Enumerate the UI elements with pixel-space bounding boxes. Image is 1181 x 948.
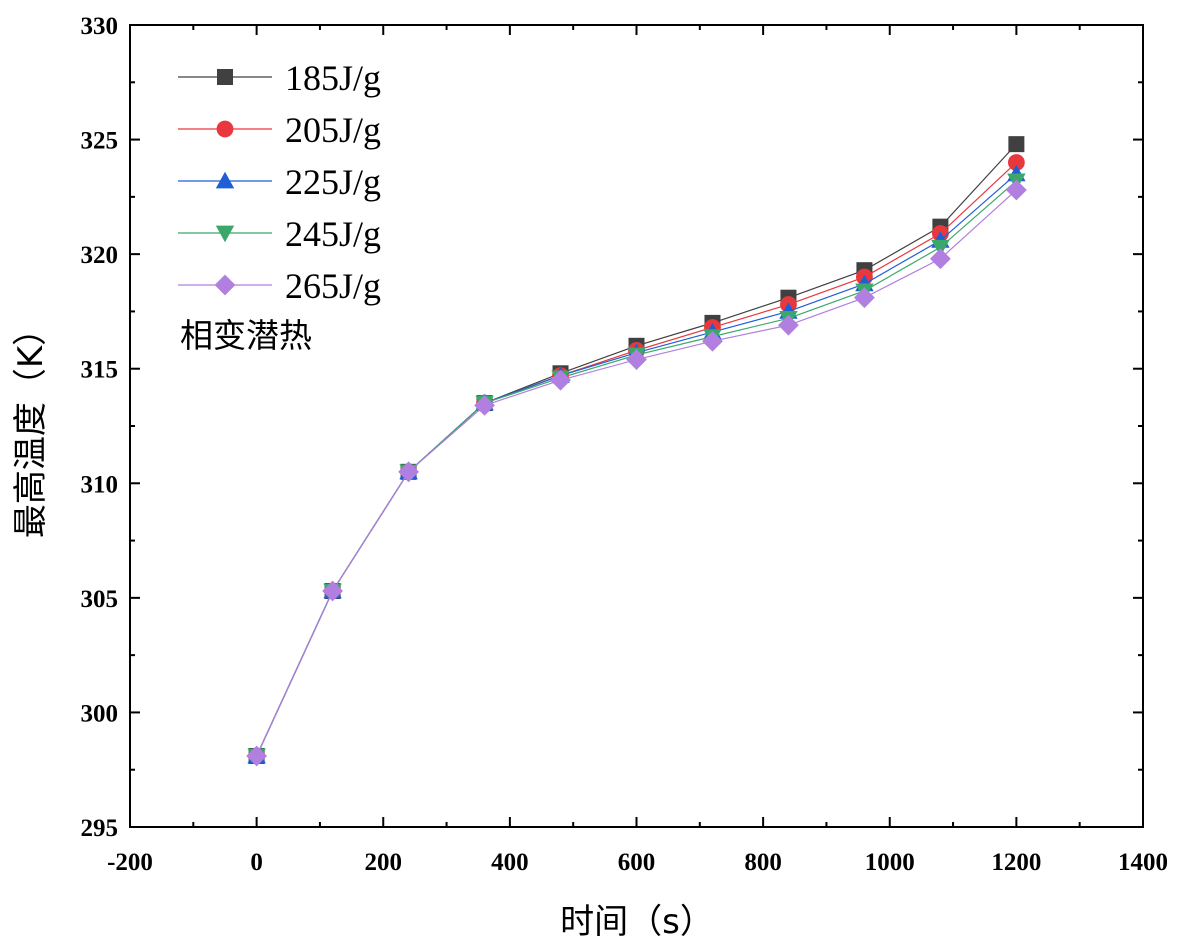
y-tick-label: 300 [81, 700, 119, 727]
data-point [931, 239, 950, 257]
data-point [474, 394, 495, 416]
x-tick-label: 800 [744, 849, 782, 876]
y-tick-label: 320 [81, 242, 119, 269]
y-tick-label: 315 [81, 357, 119, 384]
data-point [1007, 154, 1025, 171]
y-tick-label: 295 [81, 815, 119, 842]
legend-entry: 265J/g [178, 266, 381, 306]
y-tick-label: 305 [81, 586, 119, 613]
legend-entry: 205J/g [178, 110, 381, 150]
data-point [930, 248, 951, 270]
data-point [702, 330, 723, 352]
legend-label: 265J/g [285, 266, 381, 306]
legend-marker [215, 171, 235, 189]
data-point [550, 369, 571, 391]
data-point [854, 287, 875, 309]
series-line [256, 173, 1017, 757]
legend-marker [215, 225, 235, 243]
legend: 185J/g 205J/g 225J/g 245J/g 265J/g 相变潜热 [178, 58, 381, 355]
data-point [398, 461, 419, 483]
legend-label: 225J/g [285, 162, 381, 202]
x-tick-label: 1200 [991, 849, 1041, 876]
legend-entry: 185J/g [178, 58, 381, 98]
y-tick-label: 310 [81, 471, 119, 498]
data-point [1008, 136, 1025, 153]
plot-frame [129, 24, 1144, 828]
x-tick-label: 1000 [865, 849, 915, 876]
legend-label: 185J/g [285, 58, 381, 98]
series-245J/g [247, 173, 1026, 766]
data-point [1005, 179, 1027, 201]
legend-label: 245J/g [285, 214, 381, 254]
y-tick-label: 330 [81, 13, 119, 40]
legend-entry: 245J/g [178, 214, 381, 254]
data-point [626, 349, 647, 370]
legend-marker [216, 120, 234, 138]
legend-title: 相变潜热 [180, 316, 312, 355]
x-tick-label: 1400 [1118, 849, 1168, 876]
series-225J/g [247, 164, 1026, 764]
x-axis-title: 时间（s） [560, 902, 714, 942]
legend-label: 205J/g [285, 110, 381, 150]
data-point [778, 314, 799, 336]
data-point [322, 580, 343, 602]
x-tick-label: -200 [107, 849, 153, 876]
legend-marker [214, 274, 236, 296]
x-tick-label: 0 [250, 849, 263, 876]
y-axis-title: 最高温度（K） [11, 312, 51, 538]
y-tick-label: 325 [81, 128, 119, 155]
x-tick-label: 600 [618, 849, 656, 876]
legend-entry: 225J/g [178, 162, 381, 202]
x-tick-label: 200 [365, 849, 403, 876]
x-tick-label: 400 [491, 849, 529, 876]
data-point [246, 745, 268, 767]
axes: -200 0 200 400 600 800 1000 1200 1400 295 300 305 31… [81, 13, 1169, 876]
series-layer [246, 136, 1027, 767]
series-265J/g [246, 179, 1027, 767]
legend-marker [217, 69, 233, 85]
